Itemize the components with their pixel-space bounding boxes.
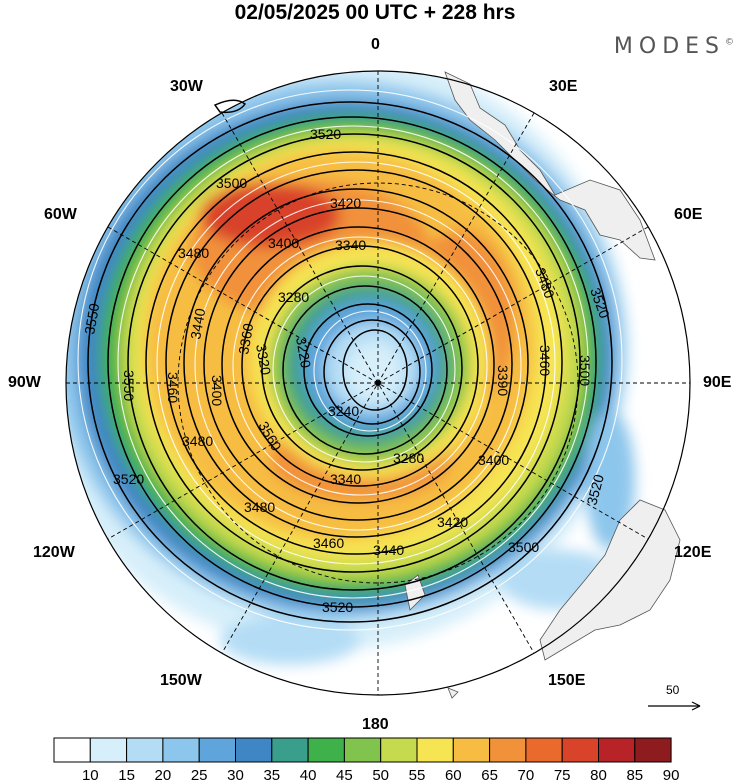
map-title: 02/05/2025 00 UTC + 228 hrs [234,1,516,24]
meridian-label-90e: 90E [703,374,732,391]
contour-label: 3480 [178,245,209,261]
contour-label: 3340 [335,237,366,253]
contour-label: 3440 [187,307,208,341]
contour-label: 3280 [278,289,309,305]
contour-label: 3440 [373,542,404,558]
land-outlines [404,71,681,699]
contour-label: 3390 [495,365,511,396]
reference-vector [648,701,701,711]
wind-speed-shading [66,71,690,695]
meridian-label-120e: 120E [674,544,712,561]
meridian-label-180: 180 [362,716,389,733]
meridian-label-120w: 120W [33,544,75,561]
meridian-label-60e: 60E [674,206,703,223]
geopotential-contours [87,99,613,623]
reference-vector-label: 50 [666,683,680,697]
meridian-label-30w: 30W [170,78,203,95]
contour-label: 3420 [437,514,468,530]
contour-label: 3520 [583,472,607,506]
contour-label: 3520 [322,599,353,615]
contour-label: 3550 [81,302,102,336]
contour-label: 3460 [165,372,181,403]
contour-label: 3500 [508,539,539,555]
brand-logo: MODES© [614,34,734,59]
contour-label: 3480 [244,499,275,515]
contour-label: 3460 [537,345,553,376]
wind-streamlines [77,89,623,631]
contour-label: 3320 [253,343,274,377]
contour-label: 3340 [330,471,361,487]
map-boundary [65,70,691,696]
contour-label: 3500 [216,175,247,191]
meridian-label-60w: 60W [44,206,77,223]
contour-label: 3420 [330,195,361,211]
contour-label: 3400 [268,235,299,251]
contour-label: 3520 [113,471,144,487]
contour-label: 3400 [478,452,509,468]
brand-mark: © [725,37,734,48]
contour-label: 3240 [328,403,359,419]
contour-label: 3360 [235,322,256,356]
meridian-label-0: 0 [371,36,380,53]
brand-name: MODES [613,34,725,59]
contour-label: 3520 [310,126,341,142]
contour-label: 3400 [209,375,225,406]
contour-label: 3460 [313,535,344,551]
meridian-label-90w: 90W [8,374,41,391]
meridian-label-150e: 150E [548,672,586,689]
contour-label: 3220 [293,336,314,370]
contour-label: 3280 [393,450,424,466]
meridian-label-30e: 30E [549,78,578,95]
pole-marker [375,380,381,386]
contour-label: 3500 [577,355,593,386]
meridian-label-150w: 150W [160,672,202,689]
contour-label: 3480 [182,433,213,449]
contour-label: 3550 [121,370,137,401]
